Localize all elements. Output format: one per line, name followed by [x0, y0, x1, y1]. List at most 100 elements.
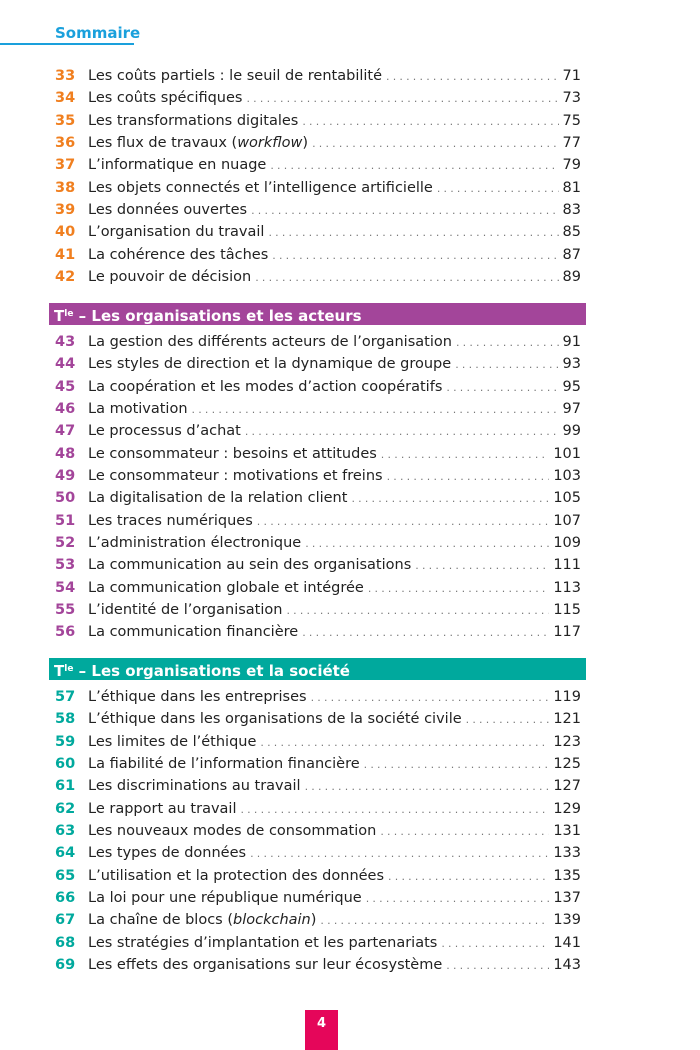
entry-page: 133 [553, 845, 581, 862]
page-number: 4 [305, 1010, 338, 1050]
entry-title: Les nouveaux modes de consommation [88, 820, 376, 842]
entry-number: 45 [55, 378, 76, 395]
dot-leader [286, 600, 549, 622]
header-underline [0, 43, 134, 45]
entry-title-text: Les nouveaux modes de consommation [88, 823, 377, 840]
toc-group-1: 33 Les coûts partiels : le seuil de renta… [55, 65, 581, 288]
toc-entry[interactable]: 65 L’utilisation et la protection des don… [55, 865, 581, 887]
entry-title-text: La coopération et les modes d’action coo… [88, 378, 443, 395]
entry-number: 51 [55, 512, 76, 529]
entry-number: 50 [55, 490, 76, 507]
toc-entry[interactable]: 42 Le pouvoir de décision 89 [55, 266, 581, 288]
toc-entry[interactable]: 56 La communication financière 117 [55, 621, 581, 643]
entry-number: 41 [55, 246, 76, 263]
dot-leader [456, 332, 559, 354]
entry-number: 55 [55, 602, 76, 619]
entry-title: La communication financière [88, 621, 298, 643]
toc-entry[interactable]: 46 La motivation 97 [55, 398, 581, 420]
entry-number: 63 [55, 823, 76, 840]
entry-title-italic: blockchain [233, 912, 311, 929]
toc-entry[interactable]: 47 Le processus d’achat 99 [55, 420, 581, 442]
toc-group-2: 43 La gestion des différents acteurs de l… [55, 331, 581, 644]
entry-title-text: L’organisation du travail [88, 224, 265, 241]
entry-title: Les styles de direction et la dynamique … [88, 353, 451, 375]
toc-entry[interactable]: 40 L’organisation du travail 85 [55, 221, 581, 243]
dot-leader [380, 821, 549, 843]
entry-title: Les types de données [88, 842, 246, 864]
dot-leader [366, 888, 550, 910]
entry-title-text: Le rapport au travail [88, 800, 237, 817]
dot-leader [364, 754, 550, 776]
entry-title: Les données ouvertes [88, 199, 247, 221]
toc-entry[interactable]: 41 La cohérence des tâches 87 [55, 244, 581, 266]
toc-entry[interactable]: 45 La coopération et les modes d’action c… [55, 376, 581, 398]
toc-entry[interactable]: 57 L’éthique dans les entreprises 119 [55, 686, 581, 708]
entry-number: 66 [55, 890, 76, 907]
entry-title-text: Le processus d’achat [88, 423, 241, 440]
entry-title: Le consommateur : besoins et attitudes [88, 443, 377, 465]
entry-number: 33 [55, 68, 76, 84]
entry-title-text: Les objets connectés et l’intelligence a… [88, 179, 433, 196]
entry-title: Les coûts partiels : le seuil de rentabi… [88, 65, 382, 87]
entry-number: 40 [55, 224, 76, 241]
entry-title-italic: workflow [237, 135, 303, 152]
toc-entry[interactable]: 33 Les coûts partiels : le seuil de renta… [55, 65, 581, 87]
toc-entry[interactable]: 54 La communication globale et intégrée 11… [55, 577, 581, 599]
dot-leader [255, 267, 558, 289]
entry-title-text: Les styles de direction et la dynamique … [88, 356, 452, 373]
entry-title-text: L’éthique dans les entreprises [88, 689, 307, 705]
dot-leader [320, 910, 549, 932]
entry-title-end: ) [310, 912, 317, 929]
entry-title: Les effets des organisations sur leur éc… [88, 954, 442, 976]
entry-title: Les traces numériques [88, 510, 253, 532]
toc-entry[interactable]: 50 La digitalisation de la relation clien… [55, 487, 581, 509]
toc-entry[interactable]: 53 La communication au sein des organisat… [55, 554, 581, 576]
toc-entry[interactable]: 66 La loi pour une république numérique 13… [55, 887, 581, 909]
toc-entry[interactable]: 68 Les stratégies d’implantation et les p… [55, 932, 581, 954]
toc-entry[interactable]: 59 Les limites de l’éthique 123 [55, 731, 581, 753]
entry-number: 57 [55, 689, 76, 705]
toc-entry[interactable]: 49 Le consommateur : motivations et frein… [55, 465, 581, 487]
entry-title: Le consommateur : motivations et freins [88, 465, 383, 487]
toc-entry[interactable]: 64 Les types de données 133 [55, 842, 581, 864]
toc-entry[interactable]: 37 L’informatique en nuage 79 [55, 154, 581, 176]
entry-page: 119 [553, 689, 581, 705]
entry-title-text: Les effets des organisations sur leur éc… [88, 957, 443, 974]
dot-leader [415, 555, 549, 577]
toc-entry[interactable]: 67 La chaîne de blocs (blockchain) 139 [55, 909, 581, 931]
toc-entry[interactable]: 61 Les discriminations au travail 127 [55, 775, 581, 797]
toc-entry[interactable]: 52 L’administration électronique 109 [55, 532, 581, 554]
entry-title-text: Les flux de travaux ( [88, 135, 238, 152]
toc-entry[interactable]: 51 Les traces numériques 107 [55, 510, 581, 532]
entry-title-text: L’informatique en nuage [88, 157, 267, 174]
toc-entry[interactable]: 58 L’éthique dans les organisations de la… [55, 708, 581, 730]
toc-entry[interactable]: 60 La fiabilité de l’information financiè… [55, 753, 581, 775]
entry-page: 139 [553, 912, 581, 929]
entry-title-text: Le consommateur : motivations et freins [88, 468, 383, 485]
dot-leader [302, 111, 558, 133]
entry-page: 75 [562, 112, 581, 129]
entry-page: 93 [562, 356, 581, 373]
toc-entry[interactable]: 36 Les flux de travaux (workflow) 77 [55, 132, 581, 154]
toc-entry[interactable]: 55 L’identité de l’organisation 115 [55, 599, 581, 621]
toc-entry[interactable]: 48 Le consommateur : besoins et attitudes… [55, 443, 581, 465]
entry-number: 34 [55, 90, 76, 107]
entry-number: 43 [55, 334, 76, 350]
toc-entry[interactable]: 44 Les styles de direction et la dynamiqu… [55, 353, 581, 375]
toc-entry[interactable]: 63 Les nouveaux modes de consommation 131 [55, 820, 581, 842]
entry-title-text: L’administration électronique [88, 535, 302, 552]
toc-entry[interactable]: 62 Le rapport au travail 129 [55, 798, 581, 820]
dot-leader [251, 200, 558, 222]
toc-entry[interactable]: 38 Les objets connectés et l’intelligence… [55, 177, 581, 199]
toc-entry[interactable]: 34 Les coûts spécifiques 73 [55, 87, 581, 109]
dot-leader [446, 377, 558, 399]
entry-number: 58 [55, 711, 76, 728]
toc-entry[interactable]: 43 La gestion des différents acteurs de l… [55, 331, 581, 353]
toc-entry[interactable]: 39 Les données ouvertes 83 [55, 199, 581, 221]
entry-title-text: Le consommateur : besoins et attitudes [88, 445, 377, 462]
section-prefix: T [54, 662, 65, 680]
entry-title-text: La chaîne de blocs ( [88, 912, 233, 929]
toc-entry[interactable]: 35 Les transformations digitales 75 [55, 110, 581, 132]
toc-entry[interactable]: 69 Les effets des organisations sur leur … [55, 954, 581, 976]
